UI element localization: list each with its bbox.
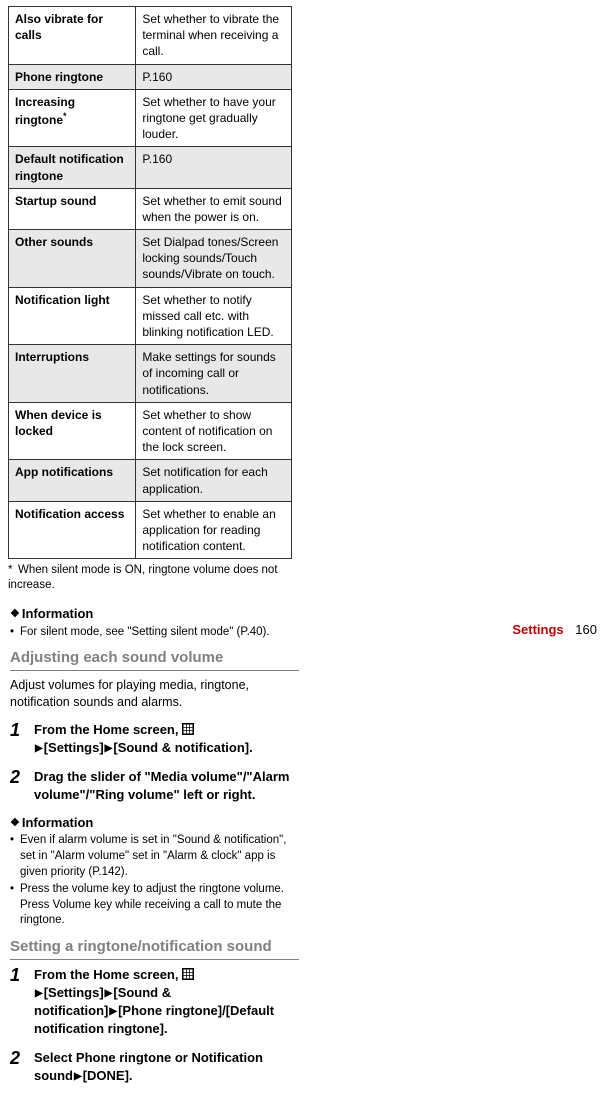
setting-description: Set whether to enable an application for… [136,501,292,559]
apps-grid-icon [182,723,194,735]
setting-description: Make settings for sounds of incoming cal… [136,345,292,403]
section-heading-setting: Setting a ringtone/notification sound [10,937,299,960]
table-row: Notification lightSet whether to notify … [9,287,292,345]
section-heading-adjusting: Adjusting each sound volume [10,648,299,671]
step-body: Select Phone ringtone or Notification so… [34,1049,299,1085]
setting-label: Interruptions [9,345,136,403]
step-body: Drag the slider of "Media volume"/"Alarm… [34,768,299,804]
setting-description: Set Dialpad tones/Screen locking sounds/… [136,230,292,288]
information-heading-1: ❖Information [10,605,299,623]
table-row: Notification accessSet whether to enable… [9,501,292,559]
setting-description: Set whether to emit sound when the power… [136,188,292,229]
apps-grid-icon [182,968,194,980]
setting-label: Other sounds [9,230,136,288]
setting-description: Set notification for each application. [136,460,292,501]
triangle-icon: ▶ [35,743,43,754]
step: 2Select Phone ringtone or Notification s… [10,1049,299,1085]
triangle-icon: ▶ [74,1071,82,1082]
setting-label: Increasing ringtone* [9,89,136,147]
information-heading-2: ❖Information [10,814,299,832]
setting-label: Notification light [9,287,136,345]
steps-list-1: 1From the Home screen, ▶[Settings]▶[Soun… [10,721,299,804]
page-footer: Settings 160 [512,621,597,639]
setting-label: Startup sound [9,188,136,229]
step-body: From the Home screen, ▶[Settings]▶[Sound… [34,966,299,1039]
table-row: Default notification ringtoneP.160 [9,147,292,188]
info-item: Even if alarm volume is set in "Sound & … [10,833,299,880]
step: 1From the Home screen, ▶[Settings]▶[Soun… [10,966,299,1039]
table-row: Other soundsSet Dialpad tones/Screen loc… [9,230,292,288]
information-list-2: Even if alarm volume is set in "Sound & … [10,833,299,928]
setting-description: Set whether to show content of notificat… [136,402,292,460]
step: 1From the Home screen, ▶[Settings]▶[Soun… [10,721,299,757]
setting-label: Notification access [9,501,136,559]
settings-table: Also vibrate for callsSet whether to vib… [8,6,292,559]
triangle-icon: ▶ [105,743,113,754]
table-row: When device is lockedSet whether to show… [9,402,292,460]
step-number: 2 [10,768,34,804]
table-row: InterruptionsMake settings for sounds of… [9,345,292,403]
left-column: Also vibrate for callsSet whether to vib… [0,0,300,597]
setting-description: Set whether to vibrate the terminal when… [136,7,292,65]
step: 2Drag the slider of "Media volume"/"Alar… [10,768,299,804]
right-column: ❖Information For silent mode, see "Setti… [0,597,309,1099]
setting-label: Also vibrate for calls [9,7,136,65]
triangle-icon: ▶ [35,988,43,999]
setting-description: Set whether to notify missed call etc. w… [136,287,292,345]
info-item: Press the volume key to adjust the ringt… [10,882,299,929]
info-item: For silent mode, see "Setting silent mod… [10,625,299,641]
step-number: 2 [10,1049,34,1085]
table-row: App notificationsSet notification for ea… [9,460,292,501]
setting-label: When device is locked [9,402,136,460]
setting-label: Phone ringtone [9,64,136,89]
table-row: Startup soundSet whether to emit sound w… [9,188,292,229]
step-body: From the Home screen, ▶[Settings]▶[Sound… [34,721,299,757]
footer-page: 160 [575,622,597,637]
step-number: 1 [10,721,34,757]
section-body-adjusting: Adjust volumes for playing media, ringto… [10,677,299,711]
table-row: Increasing ringtone*Set whether to have … [9,89,292,147]
table-row: Also vibrate for callsSet whether to vib… [9,7,292,65]
triangle-icon: ▶ [109,1006,117,1017]
setting-description: P.160 [136,147,292,188]
footnote: *When silent mode is ON, ringtone volume… [8,563,292,593]
information-list-1: For silent mode, see "Setting silent mod… [10,625,299,641]
triangle-icon: ▶ [105,988,113,999]
setting-description: P.160 [136,64,292,89]
step-number: 1 [10,966,34,1039]
footer-section: Settings [512,622,563,637]
setting-label: App notifications [9,460,136,501]
setting-label: Default notification ringtone [9,147,136,188]
steps-list-2: 1From the Home screen, ▶[Settings]▶[Soun… [10,966,299,1085]
setting-description: Set whether to have your ringtone get gr… [136,89,292,147]
table-row: Phone ringtoneP.160 [9,64,292,89]
